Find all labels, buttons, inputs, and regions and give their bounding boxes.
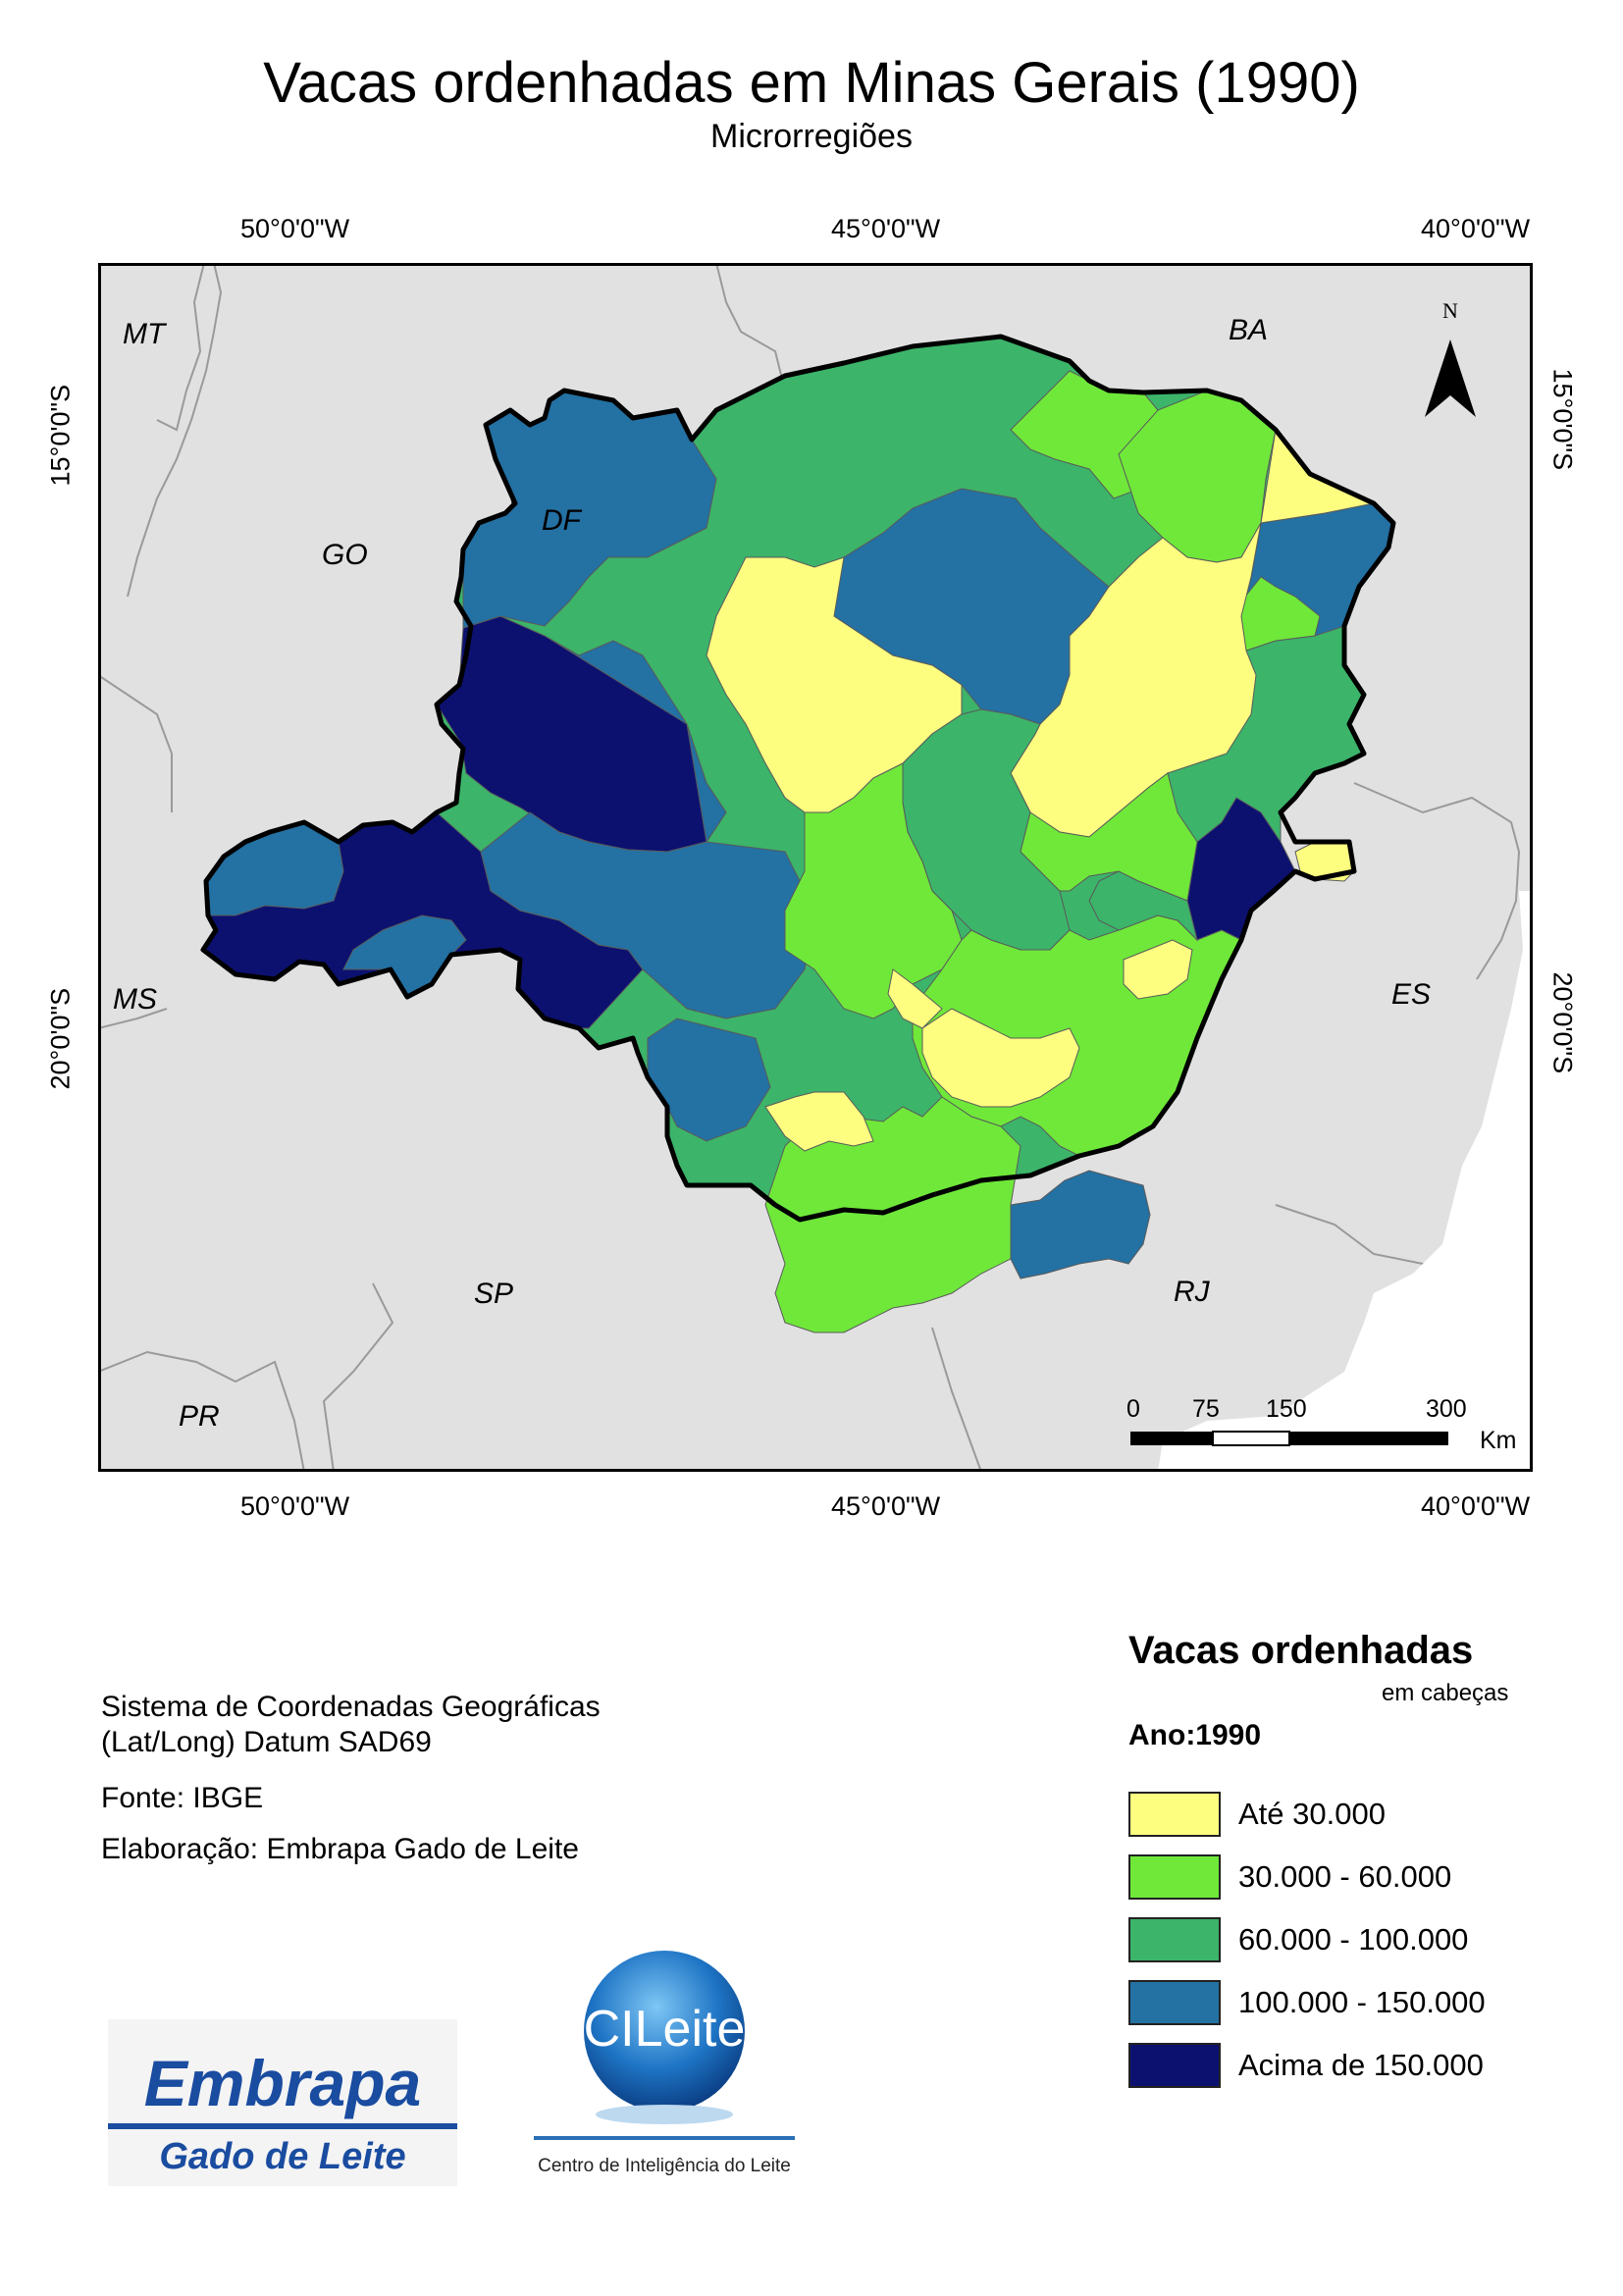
crs-line-1: Sistema de Coordenadas Geográficas — [101, 1691, 601, 1723]
scale-unit: Km — [1480, 1427, 1517, 1454]
lon-label-bottom-40: 40°0'0"W — [1421, 1491, 1531, 1521]
lat-label-right-15: 15°0'0"S — [1547, 368, 1578, 471]
legend-item-class-5: Acima de 150.000 — [1128, 2041, 1484, 2090]
state-label-df: DF — [542, 504, 583, 537]
lon-label-top-50: 50°0'0"W — [240, 214, 350, 243]
legend-item-class-1: Até 30.000 — [1128, 1790, 1386, 1839]
state-label-mt: MT — [123, 318, 168, 350]
legend-label: 60.000 - 100.000 — [1238, 1922, 1469, 1957]
state-borders — [98, 263, 1521, 1472]
lon-label-bottom-50: 50°0'0"W — [240, 1491, 350, 1521]
legend-item-class-2: 30.000 - 60.000 — [1128, 1852, 1451, 1902]
legend-label: Até 30.000 — [1238, 1797, 1386, 1831]
state-label-ms: MS — [113, 983, 157, 1016]
legend-swatch — [1128, 1854, 1221, 1900]
legend-unit: em cabeças — [1382, 1680, 1509, 1706]
minas-gerais-regions — [202, 336, 1394, 1333]
legend-item-class-4: 100.000 - 150.000 — [1128, 1978, 1486, 2027]
legend-year: Ano:1990 — [1128, 1719, 1262, 1751]
state-label-es: ES — [1391, 978, 1431, 1011]
source-text: Fonte: IBGE — [101, 1782, 264, 1814]
embrapa-logo: Embrapa Gado de Leite — [108, 2019, 457, 2186]
ocean — [1158, 891, 1533, 1472]
lat-label-right-20: 20°0'0"S — [1547, 971, 1578, 1074]
lat-label-left-15: 15°0'0"S — [45, 384, 76, 487]
legend-title: Vacas ordenhadas — [1128, 1629, 1474, 1672]
north-arrow-icon: N — [1425, 298, 1476, 417]
legend-label: 30.000 - 60.000 — [1238, 1859, 1452, 1894]
lat-label-left-20: 20°0'0"S — [45, 987, 76, 1090]
lon-label-bottom-45: 45°0'0"W — [831, 1491, 941, 1521]
scale-tick-0: 0 — [1126, 1395, 1140, 1423]
legend-swatch — [1128, 2043, 1221, 2088]
scale-tick-300: 300 — [1426, 1395, 1467, 1423]
legend-swatch — [1128, 1917, 1221, 1962]
state-label-ba: BA — [1229, 314, 1268, 346]
scale-tick-75: 75 — [1192, 1395, 1220, 1423]
author-text: Elaboração: Embrapa Gado de Leite — [101, 1833, 579, 1865]
legend-swatch — [1128, 1980, 1221, 2025]
lon-label-top-40: 40°0'0"W — [1421, 214, 1531, 243]
cileite-name: CILeite — [584, 2001, 746, 2058]
scale-tick-150: 150 — [1266, 1395, 1307, 1423]
legend-item-class-3: 60.000 - 100.000 — [1128, 1915, 1468, 1964]
state-label-sp: SP — [474, 1278, 513, 1310]
embrapa-subtitle: Gado de Leite — [159, 2136, 405, 2177]
map-frame — [98, 263, 1533, 1472]
state-label-pr: PR — [179, 1400, 220, 1433]
minas-gerais-outline — [200, 334, 1396, 1223]
lon-label-top-45: 45°0'0"W — [831, 214, 941, 243]
legend-label: Acima de 150.000 — [1238, 2048, 1484, 2082]
scale-bar: 0 75 150 300 Km — [1126, 1395, 1517, 1454]
legend-label: 100.000 - 150.000 — [1238, 1985, 1486, 2019]
cileite-logo: CILeite Centro de Inteligência do Leite — [534, 1951, 795, 2176]
choropleth-map: MT GO DF BA MS ES SP RJ PR N 0 75 150 30… — [98, 263, 1533, 1472]
crs-line-2: (Lat/Long) Datum SAD69 — [101, 1726, 432, 1758]
map-subtitle: Microrregiões — [710, 118, 913, 155]
state-label-go: GO — [322, 539, 368, 571]
embrapa-name: Embrapa — [144, 2047, 421, 2119]
map-title: Vacas ordenhadas em Minas Gerais (1990) — [263, 51, 1360, 115]
north-label: N — [1442, 298, 1458, 323]
state-label-rj: RJ — [1174, 1276, 1211, 1308]
cileite-subtitle: Centro de Inteligência do Leite — [538, 2156, 791, 2176]
legend-swatch — [1128, 1792, 1221, 1837]
